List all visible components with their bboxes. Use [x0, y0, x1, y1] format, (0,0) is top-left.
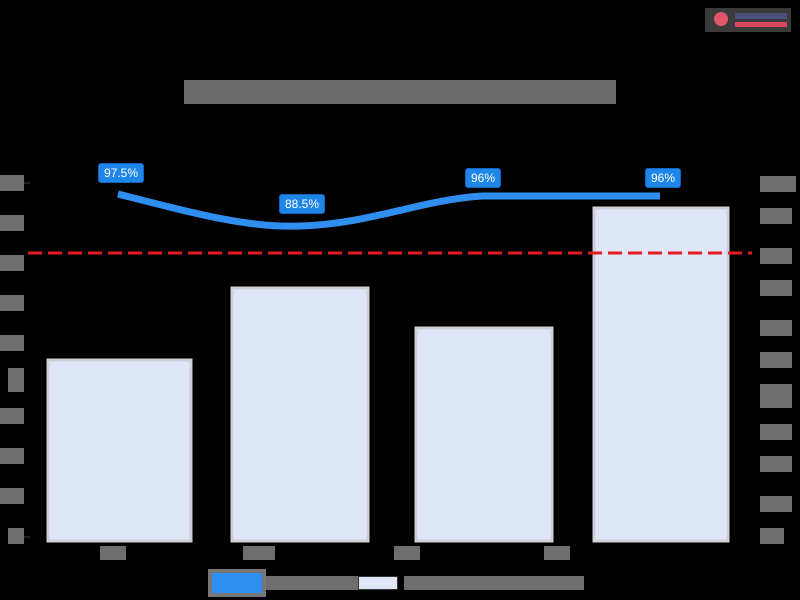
- brand-logo: [705, 8, 791, 32]
- legend: [208, 569, 584, 597]
- bars: [46, 206, 730, 543]
- legend-swatch-line: [208, 569, 266, 597]
- legend-label-line: [266, 576, 362, 590]
- x-label: [243, 546, 275, 560]
- data-label: 88.5%: [279, 194, 326, 214]
- data-label: 96%: [645, 168, 682, 188]
- chart-title: [184, 80, 616, 104]
- x-label: [100, 546, 126, 560]
- legend-label-bar: [404, 576, 584, 590]
- legend-swatch-bar: [358, 576, 398, 590]
- data-label: 97.5%: [98, 163, 145, 183]
- data-label: 96%: [465, 168, 502, 188]
- x-label: [544, 546, 570, 560]
- x-label: [394, 546, 420, 560]
